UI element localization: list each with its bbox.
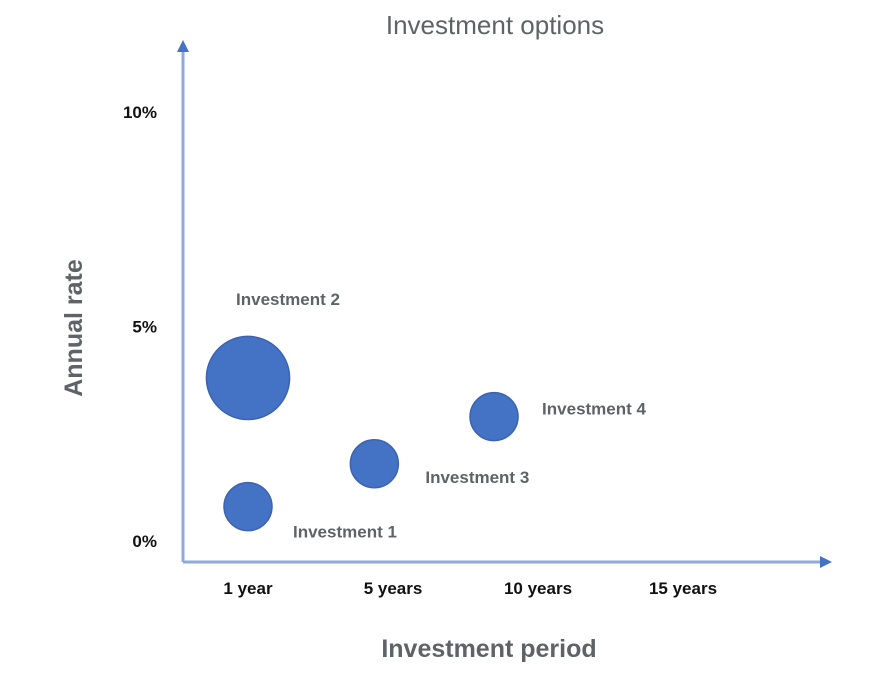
bubble-label: Investment 3 (425, 468, 529, 487)
x-axis (183, 556, 832, 568)
bubble (205, 335, 291, 421)
chart-title: Investment options (386, 10, 604, 40)
x-axis-label: Investment period (381, 635, 596, 663)
bubble-group: Investment 3 (349, 439, 529, 489)
bubble-group: Investment 2 (205, 290, 340, 421)
bubble-label: Investment 2 (236, 290, 340, 309)
y-tick-label: 5% (132, 318, 157, 337)
bubble-group: Investment 1 (223, 481, 397, 542)
y-axis (177, 40, 189, 562)
y-axis-arrow-icon (177, 40, 189, 52)
x-tick-label: 5 years (364, 579, 423, 598)
bubble-group: Investment 4 (469, 391, 647, 442)
y-axis-label: Annual rate (60, 259, 88, 397)
bubble (469, 391, 519, 442)
x-tick-label: 1 year (223, 579, 273, 598)
x-tick-label: 15 years (649, 579, 717, 598)
bubble-label: Investment 4 (542, 400, 646, 419)
bubble (223, 481, 273, 532)
bubble (349, 439, 400, 489)
y-tick-labels: 0% 5% 10% (123, 103, 157, 551)
y-tick-label: 10% (123, 103, 157, 122)
y-tick-label: 0% (132, 532, 157, 551)
bubbles: Investment 1 Investment 2 Investment 3 Inve… (205, 290, 647, 542)
bubble-label: Investment 1 (293, 523, 397, 542)
x-tick-labels: 1 year 5 years 10 years 15 years (223, 579, 717, 598)
x-axis-arrow-icon (820, 556, 832, 568)
x-tick-label: 10 years (504, 579, 572, 598)
